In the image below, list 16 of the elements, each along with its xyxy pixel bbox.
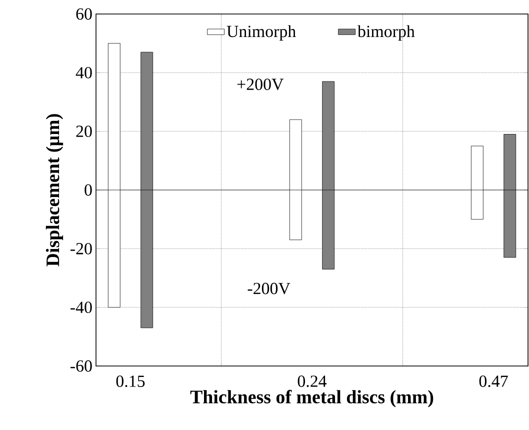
y-tick-label: -40 (70, 302, 92, 314)
legend-label: Unimorph (226, 25, 296, 41)
annotation: +200V (237, 78, 284, 90)
y-tick-label: 20 (76, 126, 92, 138)
y-tick-label: 60 (76, 8, 92, 20)
y-tick-label: -20 (70, 242, 92, 254)
x-tick-label: 0.15 (116, 376, 145, 388)
x-axis-title: Thickness of metal discs (mm) (190, 390, 434, 408)
legend-label: bimorph (358, 25, 415, 41)
annotation: -200V (248, 282, 290, 294)
y-tick-label: 40 (76, 66, 92, 78)
x-tick-label: 0.47 (479, 376, 508, 388)
y-tick-label: -60 (70, 360, 92, 372)
y-tick-label: 0 (84, 184, 92, 196)
y-axis-title: Displacement (µm) (46, 114, 64, 266)
x-tick-label: 0.24 (298, 376, 327, 388)
